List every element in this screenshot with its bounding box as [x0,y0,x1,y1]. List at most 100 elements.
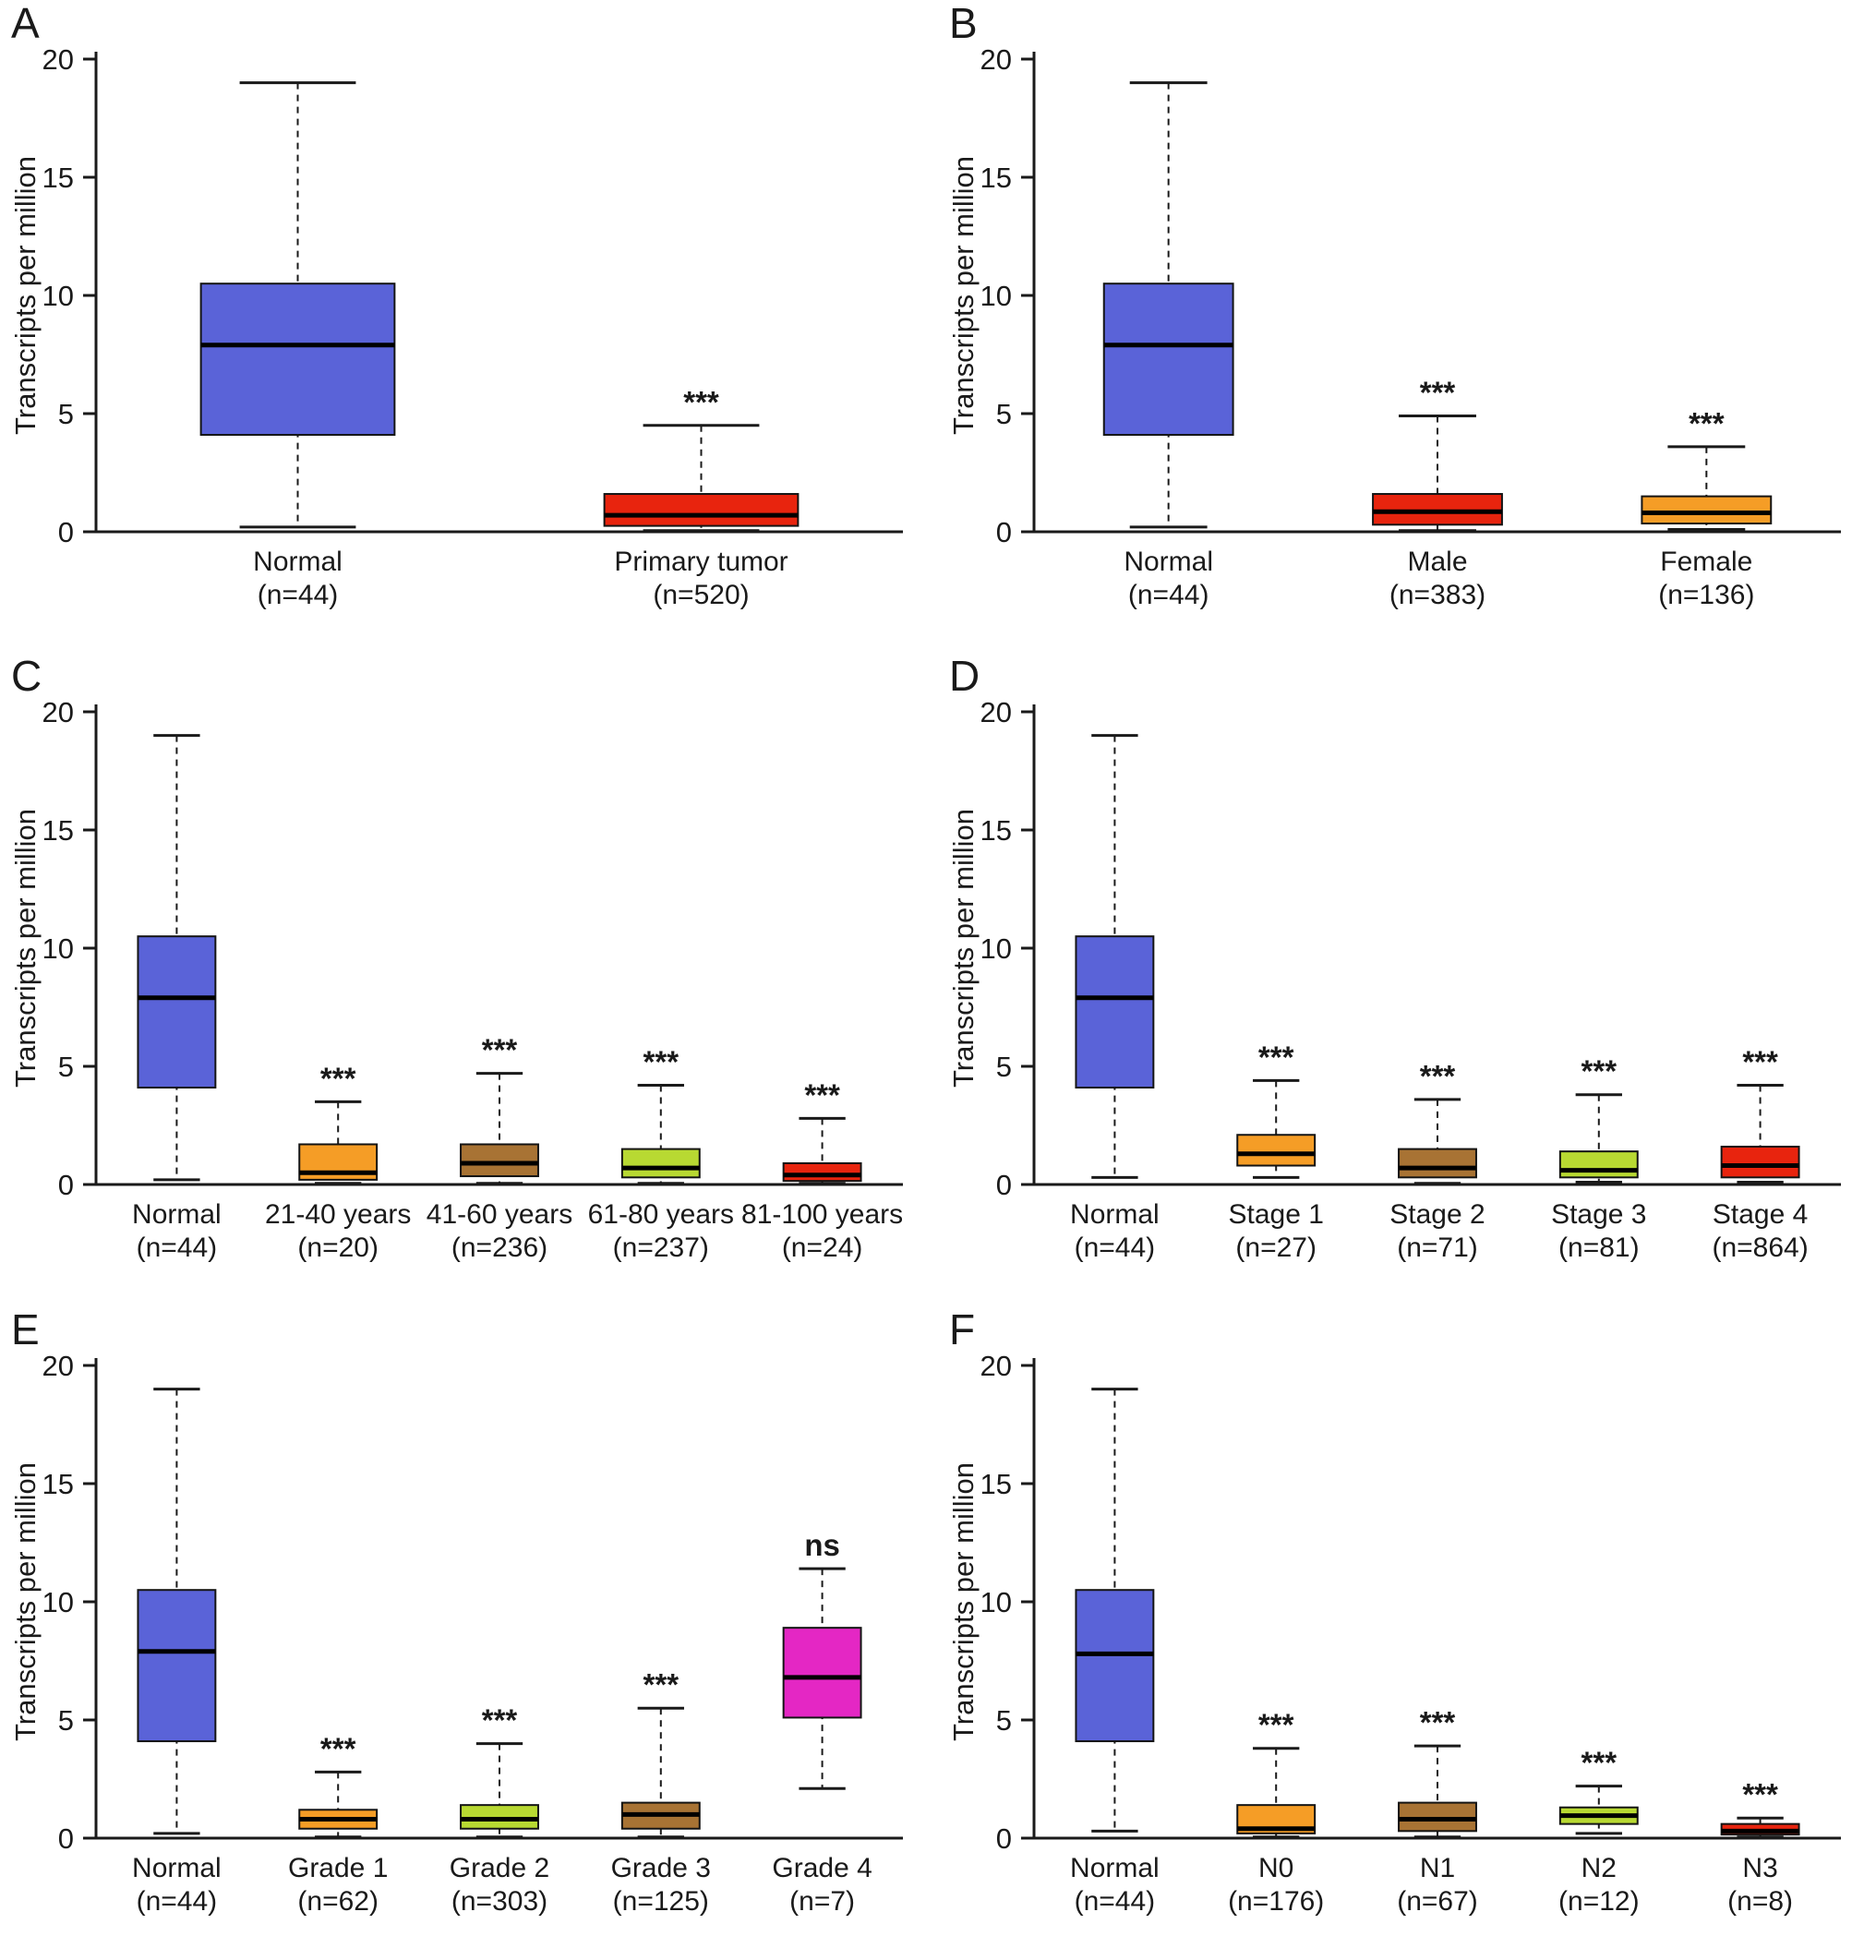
box-group [1720,1083,1800,1184]
category-label: N1 [1420,1853,1455,1883]
panel-d-letter: D [949,652,980,700]
n-label: (n=12) [1558,1886,1640,1917]
box-group [782,1567,862,1790]
significance-label: *** [482,1703,518,1738]
iqr-box [137,935,217,1089]
category-label: Stage 2 [1389,1199,1485,1230]
y-tick-label: 20 [42,1350,74,1382]
iqr-box [603,493,800,527]
n-label: (n=62) [297,1886,379,1917]
n-label: (n=303) [451,1886,547,1917]
panel-e-letter: E [11,1305,40,1353]
n-label: (n=44) [1128,580,1209,610]
significance-label: ns [804,1528,840,1562]
significance-label: *** [482,1033,518,1067]
box-group [1720,1816,1800,1839]
iqr-box [1720,1146,1800,1179]
y-axis-label: Transcripts per million [947,809,980,1088]
y-tick-label: 15 [42,814,74,847]
iqr-box [1236,1134,1317,1167]
category-label: 41-60 years [427,1199,572,1230]
significance-label: *** [1742,1044,1778,1078]
y-tick-label: 10 [42,932,74,965]
y-tick-label: 10 [980,1586,1012,1618]
box-group [137,1388,217,1835]
significance-label: *** [1742,1777,1778,1811]
box-group [1075,1388,1155,1833]
iqr-box [782,1161,862,1183]
y-tick-label: 0 [58,1169,74,1201]
n-label: (n=520) [653,580,749,610]
y-axis-label: Transcripts per million [947,156,980,435]
iqr-box [1372,493,1503,526]
iqr-box [1558,1150,1639,1179]
iqr-box [1398,1801,1477,1833]
category-label: Grade 4 [772,1853,872,1883]
iqr-box [199,283,396,437]
category-label: Male [1407,547,1467,577]
category-label: Female [1660,547,1752,577]
box-group [603,424,800,533]
iqr-box [1075,935,1155,1089]
y-tick-label: 0 [996,1169,1012,1201]
iqr-box [460,1143,539,1178]
box-group [298,1770,379,1839]
category-label: Grade 3 [611,1853,711,1883]
significance-label: *** [683,385,719,419]
iqr-box [137,1589,217,1743]
n-label: (n=864) [1712,1233,1808,1263]
y-tick-label: 15 [42,1468,74,1500]
y-axis-label: Transcripts per million [947,1462,980,1741]
y-tick-label: 0 [996,1822,1012,1855]
panel-a: A 0 5 10 15 20 Transcripts per million Normal(… [0,0,938,653]
panel-b-letter: B [949,0,978,47]
significance-label: *** [1258,1708,1294,1742]
box-group [1236,1078,1317,1179]
y-axis-label: Transcripts per million [9,809,42,1088]
panel-d: D 0 5 10 15 20 Transcripts per million Normal(… [938,653,1876,1306]
box-group [782,1116,862,1185]
significance-label: *** [1420,1059,1456,1093]
box-group [620,1083,701,1185]
y-tick-label: 5 [58,398,74,430]
box-group [620,1706,701,1839]
n-label: (n=44) [1075,1233,1156,1263]
significance-label: *** [320,1061,356,1095]
y-tick-label: 20 [980,43,1012,76]
y-tick-label: 15 [980,814,1012,847]
box-group [1641,445,1773,531]
box-group [137,734,217,1182]
y-axis-label: Transcripts per million [9,1462,42,1741]
significance-label: *** [804,1077,840,1112]
panel-c: C 0 5 10 15 20 Transcripts per million Normal(… [0,653,938,1306]
n-label: (n=20) [297,1233,379,1263]
category-label: Normal [132,1199,222,1230]
n-label: (n=236) [451,1233,547,1263]
y-tick-label: 20 [980,1350,1012,1382]
n-label: (n=44) [137,1886,218,1917]
n-label: (n=136) [1658,580,1754,610]
category-label: N2 [1581,1853,1617,1883]
y-tick-label: 0 [996,516,1012,548]
significance-label: *** [1258,1040,1294,1074]
n-label: (n=383) [1389,580,1485,610]
iqr-box [620,1148,701,1179]
n-label: (n=125) [613,1886,709,1917]
y-tick-label: 20 [42,696,74,728]
n-label: (n=67) [1397,1886,1478,1917]
n-label: (n=27) [1235,1233,1317,1263]
significance-label: *** [320,1731,356,1765]
category-label: 81-100 years [741,1199,903,1230]
significance-label: *** [1581,1054,1617,1088]
y-tick-label: 5 [996,398,1012,430]
panel-b: B 0 5 10 15 20 Transcripts per million Normal(… [938,0,1876,653]
panel-e: E 0 5 10 15 20 Transcripts per million Normal(… [0,1306,938,1960]
panel-f: F 0 5 10 15 20 Transcripts per million Normal(… [938,1306,1876,1960]
y-tick-label: 5 [996,1704,1012,1737]
category-label: 21-40 years [265,1199,411,1230]
